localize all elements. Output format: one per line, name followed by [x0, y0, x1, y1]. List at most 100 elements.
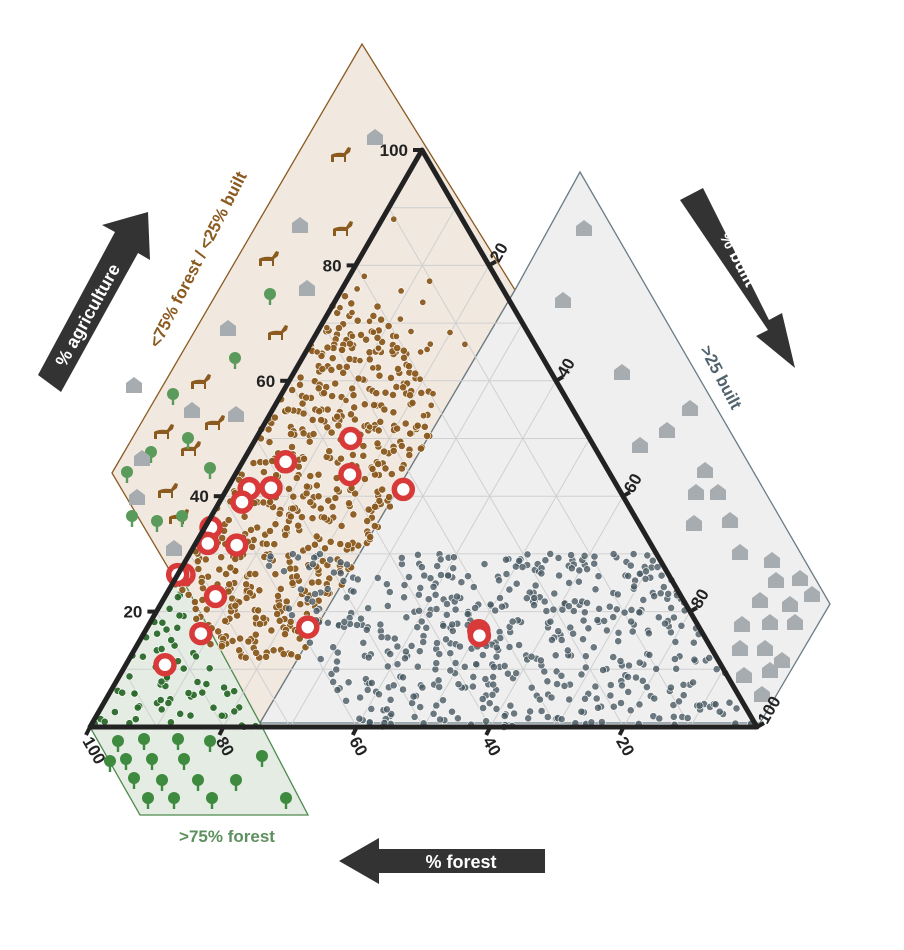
- agri-point: [337, 522, 346, 530]
- agri-point: [389, 446, 398, 455]
- built-point: [434, 676, 443, 685]
- built-point: [288, 550, 297, 558]
- built-point: [353, 575, 362, 584]
- built-point: [618, 681, 626, 690]
- built-point: [386, 650, 395, 658]
- agri-point: [259, 614, 268, 622]
- agri-point: [242, 594, 251, 602]
- built-point: [414, 590, 423, 599]
- agri-point: [314, 578, 323, 586]
- tree-icon: [138, 733, 150, 750]
- built-point: [609, 653, 618, 661]
- built-point: [329, 643, 338, 652]
- agri-point: [353, 316, 362, 325]
- built-point: [563, 646, 572, 655]
- forest-tick-mark: [351, 726, 359, 736]
- forest-point: [157, 705, 166, 714]
- agri-point: [420, 422, 429, 431]
- built-point: [627, 606, 636, 614]
- built-point: [376, 620, 385, 629]
- agri-point: [221, 617, 229, 625]
- built-point: [560, 682, 569, 690]
- built-point: [400, 581, 409, 589]
- agri-point: [400, 353, 408, 362]
- built-point: [409, 692, 418, 701]
- built-point: [732, 704, 741, 713]
- agri-point: [302, 489, 311, 498]
- built-point: [551, 651, 560, 660]
- house-icon: [220, 320, 236, 336]
- built-tick-mark: [555, 375, 564, 383]
- agri-point: [363, 517, 372, 525]
- agri-point: [369, 328, 377, 336]
- horse-icon: [331, 147, 351, 162]
- agri-point: [327, 365, 336, 374]
- built-point: [653, 563, 662, 571]
- built-point: [413, 662, 422, 671]
- built-point: [503, 669, 512, 678]
- built-point: [645, 629, 653, 638]
- agri-point: [226, 563, 235, 572]
- built-point: [635, 608, 644, 617]
- forest-point: [223, 689, 232, 698]
- house-icon: [710, 484, 726, 500]
- built-point: [715, 707, 724, 716]
- built-point: [580, 551, 589, 560]
- house-icon: [682, 400, 698, 416]
- built-point: [457, 578, 466, 587]
- built-point: [632, 673, 640, 682]
- house-icon: [555, 292, 571, 308]
- agri-point: [416, 375, 424, 383]
- house-icon: [614, 364, 630, 380]
- agri-point: [314, 470, 323, 479]
- agri-point: [328, 354, 337, 363]
- built-point: [667, 683, 675, 692]
- tree-icon: [120, 753, 132, 770]
- agri-point: [342, 396, 350, 404]
- built-point: [451, 659, 460, 667]
- built-point: [480, 560, 489, 568]
- built-point: [491, 606, 500, 615]
- built-point: [652, 665, 661, 673]
- agri-point: [327, 428, 336, 437]
- highlight-point: [203, 584, 228, 609]
- grid-line: [689, 669, 724, 728]
- built-point: [554, 627, 563, 636]
- built-point: [489, 663, 498, 671]
- built-point: [625, 661, 633, 670]
- agri-point: [302, 393, 310, 402]
- built-point: [656, 589, 665, 598]
- agri-point: [206, 640, 215, 649]
- agri-point: [423, 431, 431, 440]
- house-icon: [722, 512, 738, 528]
- built-point: [614, 637, 623, 646]
- highlight-point: [259, 476, 283, 500]
- built-point: [362, 625, 371, 634]
- built-point: [579, 635, 587, 644]
- agri-point: [217, 642, 226, 650]
- built-point: [581, 663, 590, 672]
- agri-point: [405, 362, 413, 371]
- agri-point: [271, 570, 280, 579]
- grid-line: [388, 207, 691, 728]
- house-icon: [292, 217, 308, 233]
- built-point: [554, 554, 563, 562]
- agri-point: [372, 389, 381, 398]
- agri-point: [314, 492, 323, 501]
- built-point: [540, 597, 549, 606]
- agri-point: [292, 474, 301, 482]
- agri-point: [225, 580, 234, 589]
- forest-point: [205, 664, 214, 673]
- built-point: [436, 715, 444, 724]
- agri-point: [347, 299, 356, 308]
- built-point: [419, 638, 428, 646]
- agri-point: [405, 451, 414, 459]
- tree-icon: [142, 792, 154, 809]
- agri-point: [411, 369, 420, 378]
- forest-point: [230, 687, 239, 696]
- built-point: [443, 600, 451, 608]
- forest-point: [165, 604, 174, 613]
- built-axis-arrow: % built: [680, 188, 795, 368]
- agri-point: [333, 412, 342, 421]
- agri-point: [348, 309, 356, 317]
